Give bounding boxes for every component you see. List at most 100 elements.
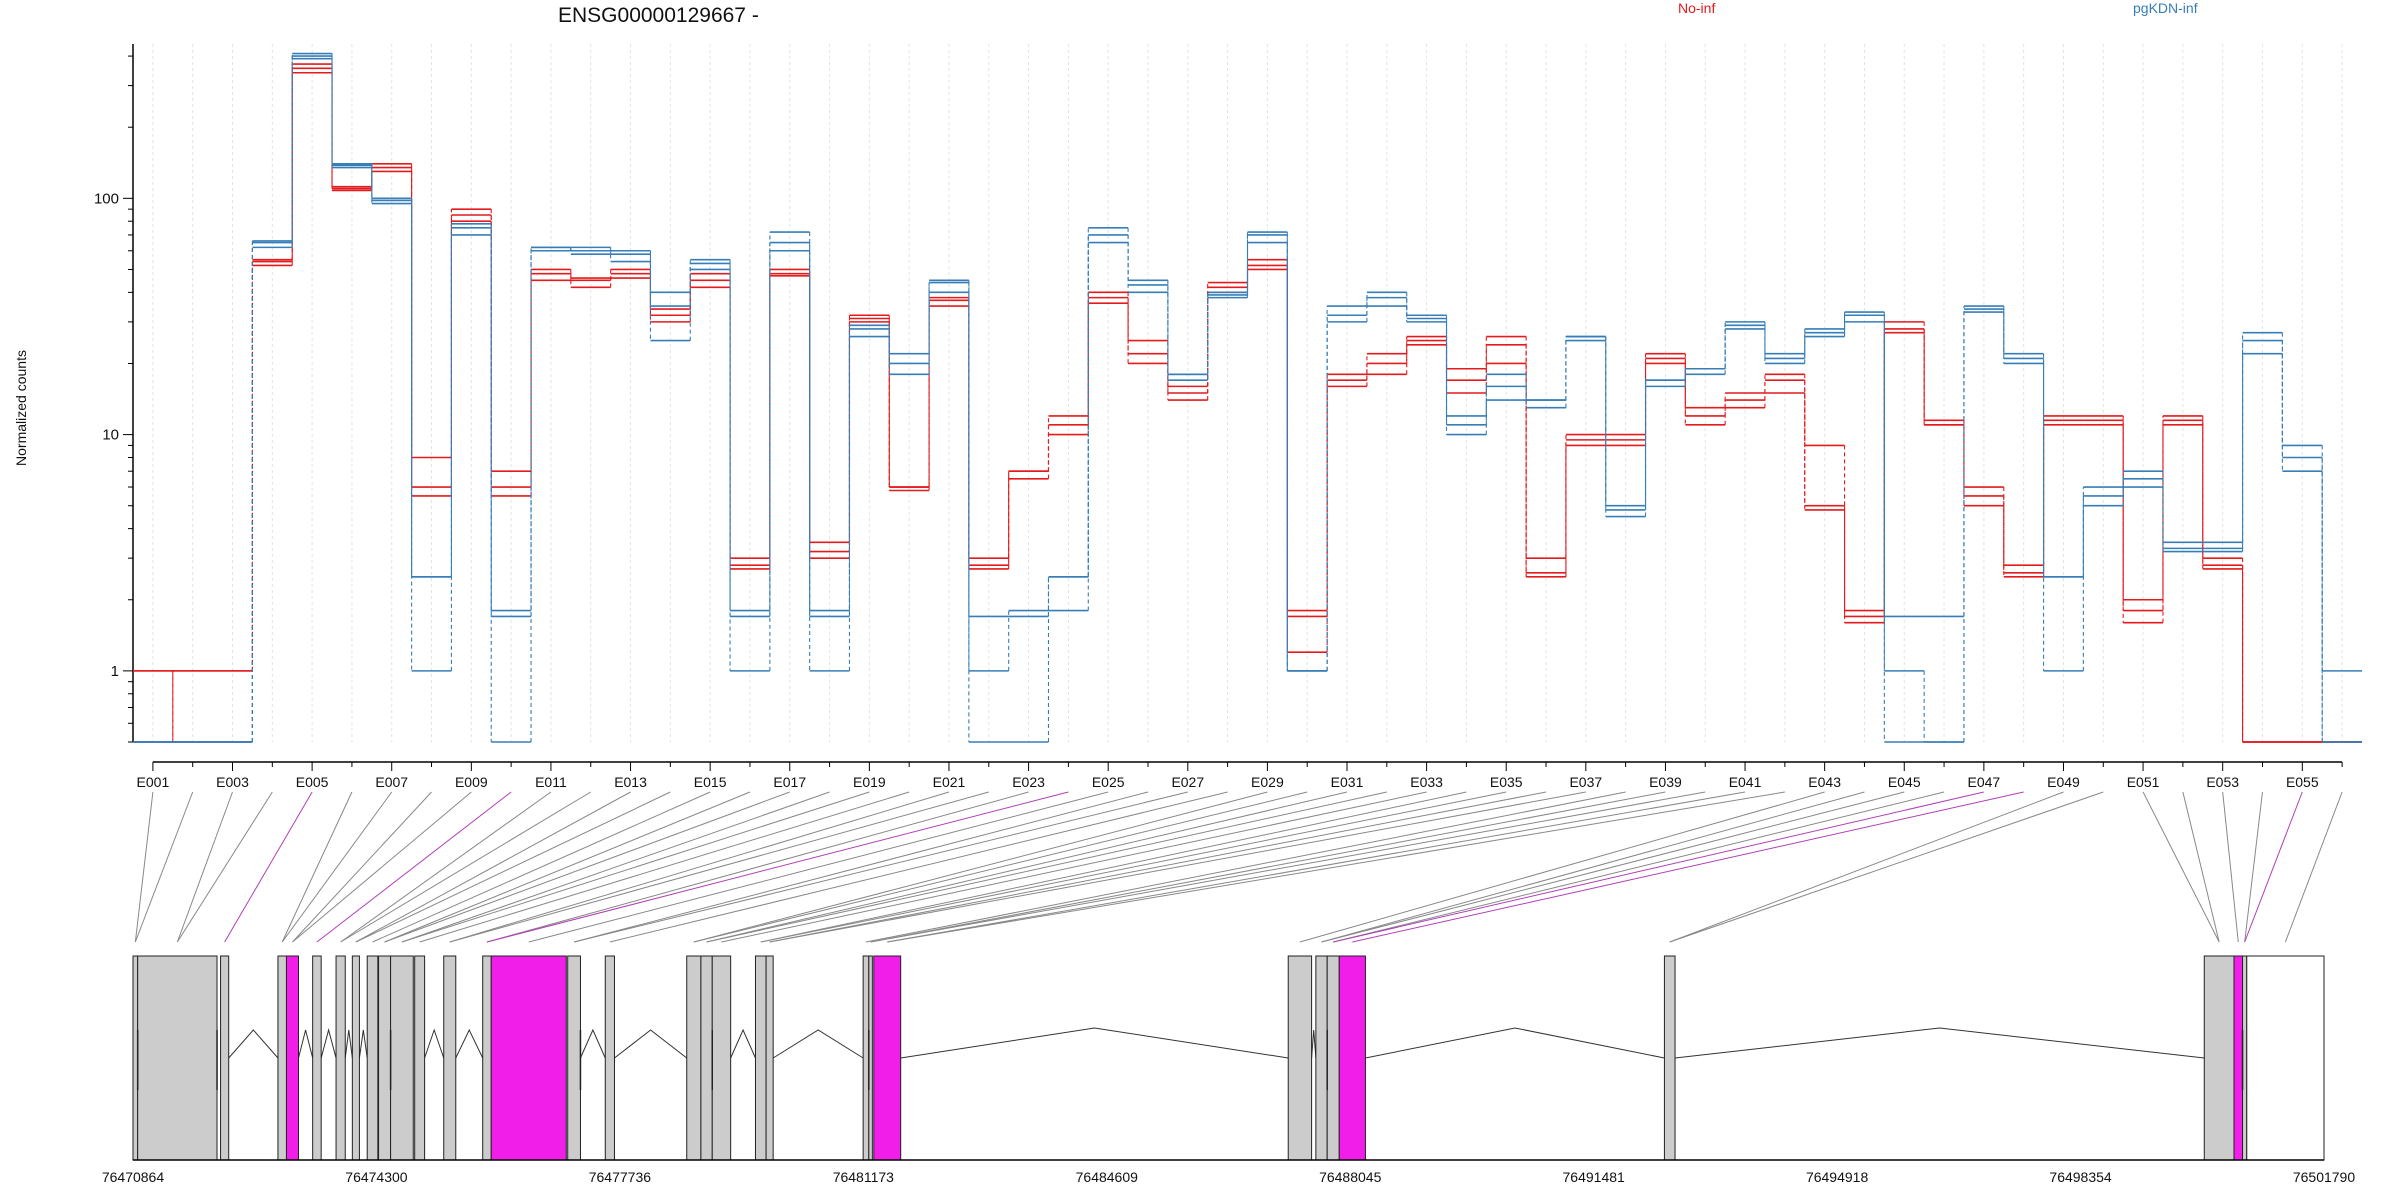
exon-connector — [224, 791, 313, 943]
exon-connector — [609, 791, 1228, 943]
exon-block — [1326, 955, 1340, 1161]
exon-connector — [1321, 791, 1865, 943]
exon-block — [604, 955, 615, 1161]
exon-connector — [2142, 791, 2220, 943]
exon-block — [754, 955, 767, 1161]
exon-block — [1287, 955, 1313, 1161]
genomic-tick-label: 76484609 — [1076, 1169, 1139, 1185]
exon-block — [700, 955, 713, 1161]
exon-label: E019 — [853, 774, 886, 790]
exon-connector — [355, 791, 631, 943]
exon-connector — [693, 791, 1308, 943]
exon-connector — [419, 791, 910, 943]
exon-label: E055 — [2286, 774, 2319, 790]
intron-connector — [772, 1029, 864, 1059]
genomic-tick-label: 76474300 — [345, 1169, 408, 1185]
gene-model — [132, 955, 2325, 1161]
intron-connector — [455, 1028, 484, 1059]
exon-block — [366, 955, 379, 1161]
exon-connector — [1333, 791, 1984, 943]
exon-connector — [134, 791, 194, 943]
exon-connector — [2244, 791, 2303, 943]
exon-label: E003 — [216, 774, 249, 790]
vertical-gridlines — [152, 44, 2343, 742]
exon-block — [351, 955, 360, 1161]
exon-connector — [1669, 791, 2064, 943]
intron-connector — [614, 1029, 688, 1059]
exon-connector — [706, 791, 1348, 943]
exon-connector — [281, 791, 393, 943]
genomic-tick-label: 76501790 — [2293, 1169, 2356, 1185]
exon-connector — [292, 791, 432, 943]
exon-label: E035 — [1490, 774, 1523, 790]
exon-label: E001 — [137, 774, 170, 790]
intron-connector — [298, 1029, 314, 1059]
exon-label: E043 — [1808, 774, 1841, 790]
intron-connector — [900, 1027, 1289, 1059]
exon-connector — [1299, 791, 1825, 943]
exon-block — [335, 955, 346, 1161]
series-lines — [133, 52, 2362, 743]
exon-label: E021 — [933, 774, 966, 790]
exon-block — [1663, 955, 1676, 1161]
exon-connector — [706, 791, 1387, 943]
exon-connector — [693, 791, 1268, 943]
exon-label: E045 — [1888, 774, 1921, 790]
intron-connector — [424, 1028, 445, 1059]
exon-label: E007 — [375, 774, 408, 790]
exon-block — [378, 955, 392, 1161]
intron-connector — [344, 1029, 353, 1059]
genomic-tick-label: 76481173 — [833, 1169, 894, 1185]
exon-connector — [760, 791, 1467, 943]
y-tick-label: 10 — [102, 427, 119, 444]
exon-connector — [340, 791, 552, 943]
exon-connector — [721, 791, 1427, 943]
exon-label: E041 — [1729, 774, 1762, 790]
intron-connector — [730, 1028, 756, 1059]
exon-label: E017 — [773, 774, 806, 790]
exon-label: E005 — [296, 774, 329, 790]
exon-connector — [134, 791, 154, 943]
exon-block — [137, 955, 218, 1161]
genomic-tick-label: 76488045 — [1319, 1169, 1382, 1185]
exon-connector — [865, 791, 1626, 943]
exon-block — [1315, 955, 1328, 1161]
exon-label: E015 — [694, 774, 727, 790]
exon-label: E047 — [1968, 774, 2001, 790]
exon-label: E027 — [1171, 774, 1204, 790]
exon-connector — [486, 791, 1069, 943]
exon-block — [686, 955, 702, 1161]
exon-connector — [449, 791, 989, 943]
exon-connector — [573, 791, 1188, 943]
exon-connector — [2182, 791, 2220, 943]
intron-connector — [580, 1028, 606, 1059]
exon-label: E039 — [1649, 774, 1682, 790]
genomic-coordinate-axis: 76470864 76474300 76477736 76481173 76484609… — [102, 1159, 2356, 1185]
exon-connector — [1669, 791, 2104, 943]
exon-connector — [870, 791, 1706, 943]
exon-block-highlight — [2233, 955, 2244, 1161]
genomic-tick-label: 76477736 — [589, 1169, 652, 1185]
exon-label: E011 — [535, 774, 567, 790]
exon-connector — [2284, 791, 2343, 943]
exon-connector — [384, 791, 751, 943]
exon-connector — [355, 791, 671, 943]
intron-connector — [358, 1029, 368, 1059]
exon-label: E053 — [2206, 774, 2239, 790]
exon-connector — [281, 791, 353, 943]
exon-block — [567, 955, 581, 1161]
intron-connector — [1674, 1027, 2205, 1059]
exon-connector — [176, 791, 273, 943]
exon-connector — [760, 791, 1507, 943]
exon-connector — [401, 791, 870, 943]
intron-connector — [1311, 1029, 1317, 1059]
exon-connector — [372, 791, 711, 943]
exon-block-highlight — [873, 955, 902, 1161]
exon-connector — [449, 791, 950, 943]
exon-block-highlight — [1338, 955, 1366, 1161]
exon-label: E037 — [1569, 774, 1602, 790]
exon-label: E009 — [455, 774, 488, 790]
exon-block — [711, 955, 732, 1161]
exon-connector — [292, 791, 472, 943]
exon-connector — [2222, 791, 2239, 943]
